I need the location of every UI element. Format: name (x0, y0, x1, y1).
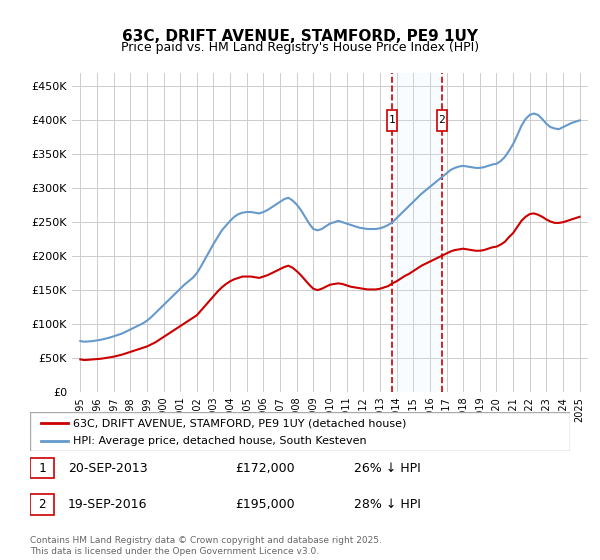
Text: 63C, DRIFT AVENUE, STAMFORD, PE9 1UY: 63C, DRIFT AVENUE, STAMFORD, PE9 1UY (122, 29, 478, 44)
FancyBboxPatch shape (437, 110, 447, 130)
Text: Price paid vs. HM Land Registry's House Price Index (HPI): Price paid vs. HM Land Registry's House … (121, 41, 479, 54)
Text: 1: 1 (38, 461, 46, 475)
Text: Contains HM Land Registry data © Crown copyright and database right 2025.
This d: Contains HM Land Registry data © Crown c… (30, 536, 382, 556)
FancyBboxPatch shape (30, 412, 570, 451)
Text: 63C, DRIFT AVENUE, STAMFORD, PE9 1UY (detached house): 63C, DRIFT AVENUE, STAMFORD, PE9 1UY (de… (73, 418, 407, 428)
Text: 2: 2 (38, 498, 46, 511)
Text: HPI: Average price, detached house, South Kesteven: HPI: Average price, detached house, Sout… (73, 436, 367, 446)
FancyBboxPatch shape (30, 458, 54, 478)
FancyBboxPatch shape (387, 110, 397, 130)
FancyBboxPatch shape (30, 494, 54, 515)
Text: 28% ↓ HPI: 28% ↓ HPI (354, 498, 421, 511)
Text: 1: 1 (389, 115, 395, 125)
Text: £195,000: £195,000 (235, 498, 295, 511)
Text: 19-SEP-2016: 19-SEP-2016 (68, 498, 148, 511)
Text: £172,000: £172,000 (235, 461, 295, 475)
Text: 20-SEP-2013: 20-SEP-2013 (68, 461, 148, 475)
Text: 2: 2 (439, 115, 445, 125)
Bar (392, 73, 442, 392)
Text: 26% ↓ HPI: 26% ↓ HPI (354, 461, 421, 475)
